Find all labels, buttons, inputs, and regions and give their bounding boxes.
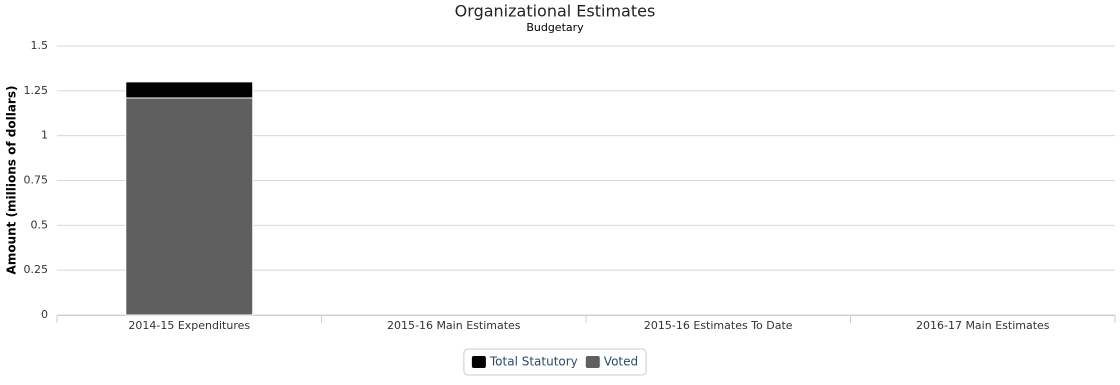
x-tick-label: 2015-16 Estimates To Date	[644, 319, 793, 332]
bar-segment	[125, 97, 254, 316]
x-tick-label: 2014-15 Expenditures	[128, 319, 250, 332]
legend-label[interactable]: Voted	[604, 355, 638, 369]
legend-swatch[interactable]	[471, 356, 486, 368]
y-tick-label: 0	[41, 308, 48, 321]
legend-swatch[interactable]	[585, 356, 600, 368]
bar-segment	[125, 81, 254, 99]
legend-box	[463, 348, 647, 376]
legend-label[interactable]: Total Statutory	[489, 355, 578, 369]
x-tick-label: 2015-16 Main Estimates	[387, 319, 521, 332]
x-tick-label: 2016-17 Main Estimates	[916, 319, 1050, 332]
y-tick-label: 0.75	[24, 174, 49, 187]
y-tick-label: 1.25	[24, 84, 49, 97]
chart-title: Organizational Estimates	[455, 2, 656, 21]
y-axis-label: Amount (millions of dollars)	[5, 86, 19, 275]
y-tick-label: 1	[41, 129, 48, 142]
y-tick-label: 0.25	[24, 263, 49, 276]
y-tick-label: 0.5	[31, 218, 49, 231]
chart-subtitle: Budgetary	[526, 21, 584, 34]
y-tick-label: 1.5	[31, 39, 49, 52]
